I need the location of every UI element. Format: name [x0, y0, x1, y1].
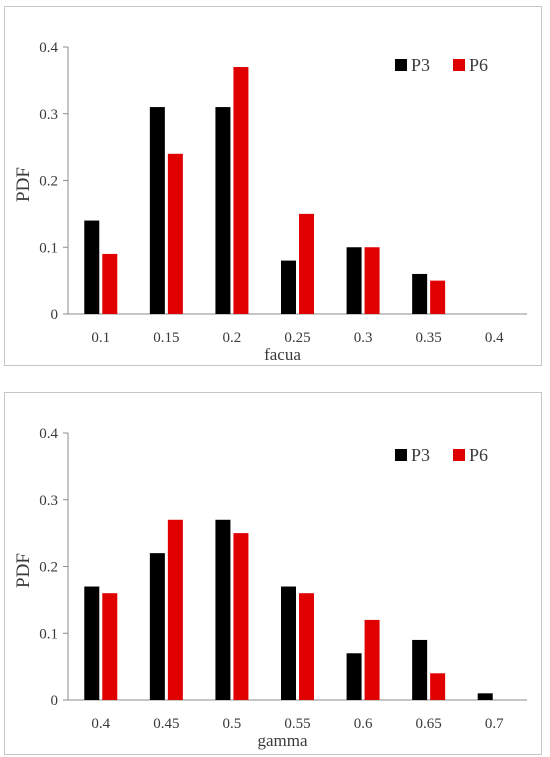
x-tick-label: 0.5 — [223, 716, 242, 732]
bar-p3-0.25 — [281, 260, 296, 314]
y-tick-label: 0 — [51, 693, 59, 709]
bar-p6-0.3 — [364, 247, 380, 314]
bar-p3-0.65 — [412, 639, 428, 700]
x-tick-label: 0.65 — [416, 716, 442, 732]
y-axis-label: PDF — [13, 167, 34, 202]
bar-p3-0.4 — [84, 586, 100, 700]
legend-label-p3: P3 — [411, 445, 430, 465]
bar-p3-0.7 — [477, 693, 493, 700]
bar-p3-0.3 — [346, 247, 362, 314]
legend-swatch-p3 — [395, 449, 407, 461]
x-axis-label: facua — [264, 345, 301, 364]
bar-p3-0.1 — [84, 220, 100, 314]
x-tick-label: 0.55 — [284, 716, 310, 732]
bar-p3-0.2 — [215, 107, 231, 314]
bar-p3-0.45 — [149, 553, 165, 700]
chart-panel-facua: 0 0.1 0.2 0.3 0.4 0.1 0.15 0.2 0.25 0.3 0.35 0.4 fac… — [4, 6, 542, 366]
x-tick-label: 0.2 — [223, 330, 242, 346]
x-tick-label: 0.35 — [416, 330, 442, 346]
y-tick-label: 0 — [51, 307, 59, 323]
legend-swatch-p6 — [453, 59, 465, 71]
legend-label-p3: P3 — [411, 55, 430, 75]
bar-p6-0.25 — [299, 213, 314, 314]
bar-p6-0.55 — [299, 593, 314, 700]
bar-p6-0.45 — [167, 519, 183, 700]
x-axis-label: gamma — [257, 731, 307, 750]
bar-p3-0.55 — [281, 586, 296, 700]
y-tick-label: 0.4 — [39, 40, 58, 56]
x-tick-label: 0.3 — [354, 330, 373, 346]
bar-p3-0.35 — [412, 273, 428, 314]
y-tick-label: 0.4 — [39, 426, 58, 442]
y-tick-label: 0.1 — [39, 626, 58, 642]
legend-swatch-p6 — [453, 449, 465, 461]
bar-p3-0.5 — [215, 519, 231, 700]
bar-p6-0.2 — [233, 67, 249, 315]
legend-label-p6: P6 — [469, 445, 488, 465]
legend-label-p6: P6 — [469, 55, 488, 75]
chart-panel-gamma: 0 0.1 0.2 0.3 0.4 0.4 0.45 0.5 0.55 0.6 0.65 0.7 gam… — [4, 392, 542, 755]
bar-p6-0.65 — [430, 673, 446, 700]
bar-p6-0.4 — [102, 593, 118, 700]
y-axis-label: PDF — [13, 553, 34, 588]
bar-p3-0.15 — [149, 107, 165, 314]
x-tick-label: 0.15 — [153, 330, 179, 346]
bar-p3-0.6 — [346, 653, 362, 700]
bar-p6-0.35 — [430, 280, 446, 314]
x-tick-label: 0.6 — [354, 716, 373, 732]
y-tick-label: 0.2 — [39, 174, 58, 190]
bar-p6-0.6 — [364, 619, 380, 700]
bar-p6-0.15 — [167, 153, 183, 314]
x-tick-label: 0.25 — [284, 330, 310, 346]
x-tick-label: 0.1 — [91, 330, 110, 346]
chart-gamma: 0 0.1 0.2 0.3 0.4 0.4 0.45 0.5 0.55 0.6 0.65 0.7 gam… — [13, 426, 527, 750]
legend-swatch-p3 — [395, 59, 407, 71]
x-tick-label: 0.4 — [91, 716, 110, 732]
y-tick-label: 0.2 — [39, 560, 58, 576]
bar-p6-0.5 — [233, 533, 249, 700]
x-tick-label: 0.45 — [153, 716, 179, 732]
bar-p6-0.1 — [102, 253, 118, 314]
y-tick-label: 0.1 — [39, 240, 58, 256]
x-tick-label: 0.7 — [485, 716, 504, 732]
chart-facua: 0 0.1 0.2 0.3 0.4 0.1 0.15 0.2 0.25 0.3 0.35 0.4 fac… — [13, 40, 527, 364]
x-tick-label: 0.4 — [485, 330, 504, 346]
y-tick-label: 0.3 — [39, 493, 58, 509]
y-tick-label: 0.3 — [39, 107, 58, 123]
